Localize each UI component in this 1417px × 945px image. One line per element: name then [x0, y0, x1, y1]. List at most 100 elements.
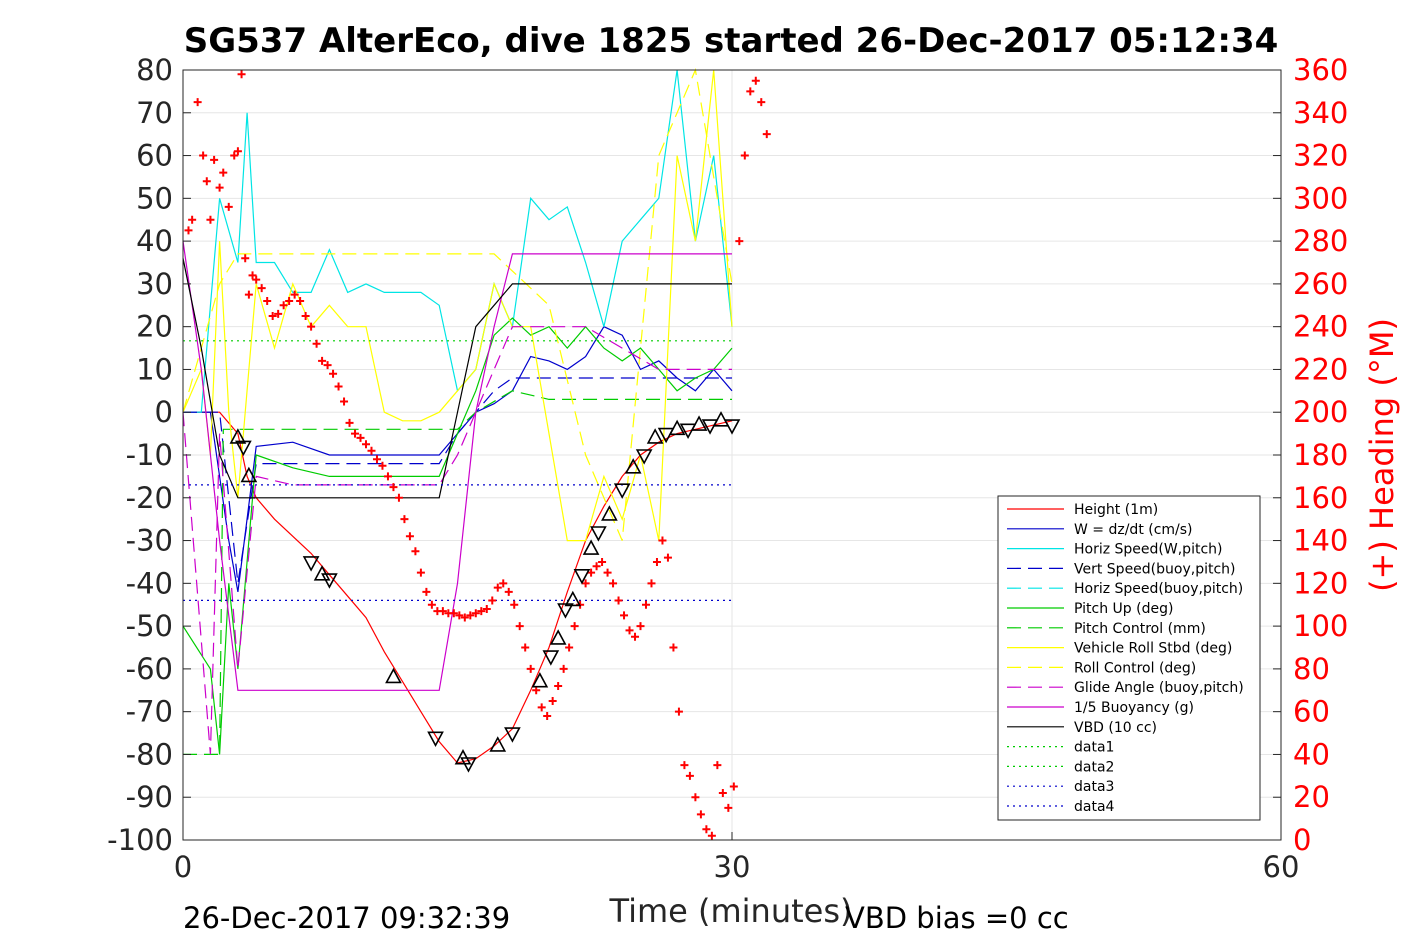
profile-marker: [240, 466, 258, 483]
series-line: [182, 258, 732, 499]
right-tick-label: 340: [1293, 96, 1348, 130]
legend-entry: Horiz Speed(buoy,pitch): [1074, 581, 1243, 597]
x-tick-label: 0: [174, 850, 192, 884]
profile-marker: [573, 568, 591, 585]
heading-point: [206, 215, 215, 224]
heading-point: [351, 429, 360, 438]
heading-point: [548, 696, 557, 705]
heading-point: [631, 632, 640, 641]
legend-entry: data2: [1074, 759, 1114, 775]
left-tick-label: 40: [136, 224, 173, 258]
legend-entry: Pitch Up (deg): [1074, 601, 1173, 617]
left-tick-label: 60: [136, 139, 173, 173]
heading-point: [274, 309, 283, 318]
heading-point: [696, 810, 705, 819]
profile-marker: [624, 458, 642, 474]
left-tick-label: 0: [155, 395, 173, 429]
heading-point: [499, 579, 508, 588]
profile-marker: [235, 440, 252, 457]
left-tick-label: -30: [126, 524, 173, 558]
chart-legend: Height (1m) W = dz/dt (cm/s) Horiz Speed(W…: [997, 495, 1261, 821]
series-line: [182, 69, 733, 542]
heading-point: [543, 711, 552, 720]
left-tick-label: -100: [107, 823, 173, 857]
heading-point: [724, 803, 733, 812]
heading-point: [658, 536, 667, 545]
heading-point: [707, 831, 716, 840]
heading-point: [199, 151, 208, 160]
profile-marker: [549, 629, 567, 645]
heading-point: [565, 643, 574, 652]
series-line: [182, 326, 732, 755]
heading-point: [252, 275, 261, 284]
heading-point: [405, 532, 414, 541]
heading-point: [230, 151, 239, 160]
right-tick-label: 300: [1293, 181, 1348, 215]
legend-entry: W = dz/dt (cm/s): [1074, 522, 1193, 538]
left-tick-label: 10: [136, 352, 173, 386]
profile-marker: [564, 590, 582, 607]
right-tick-label: 40: [1293, 737, 1330, 771]
heading-point: [526, 664, 535, 673]
heading-point: [504, 587, 513, 596]
series-line: [183, 411, 733, 764]
triangle-markers: [229, 411, 741, 773]
legend-entry: Horiz Speed(W,pitch): [1074, 542, 1222, 558]
heading-point: [532, 686, 541, 695]
heading-point: [718, 788, 727, 797]
profile-marker: [489, 736, 507, 752]
legend-entry: Vehicle Roll Stbd (deg): [1074, 641, 1232, 657]
left-tick-label: 30: [136, 267, 173, 301]
heading-markers: [184, 70, 771, 840]
heading-point: [193, 98, 202, 107]
chart-title: SG537 AlterEco, dive 1825 started 26-Dec…: [184, 21, 1279, 61]
heading-point: [202, 177, 211, 186]
legend-entry: VBD (10 cc): [1074, 720, 1157, 736]
profile-marker: [542, 650, 560, 666]
heading-point: [493, 583, 502, 592]
heading-point: [691, 793, 700, 802]
left-tick-label: -50: [126, 609, 173, 643]
left-tick-label: -10: [126, 438, 173, 472]
right-tick-label: 160: [1293, 481, 1348, 515]
right-tick-label: 0: [1293, 823, 1311, 857]
left-tick-label: -40: [126, 566, 173, 600]
heading-point: [372, 455, 381, 464]
heading-point: [237, 70, 246, 79]
heading-point: [674, 707, 683, 716]
right-tick-label: 20: [1293, 780, 1330, 814]
heading-point: [411, 547, 420, 556]
right-tick-label: 360: [1293, 53, 1348, 87]
profile-marker: [590, 526, 607, 542]
series-line: [182, 317, 733, 755]
heading-point: [329, 369, 338, 378]
heading-point: [620, 611, 629, 620]
profile-marker: [302, 556, 320, 572]
heading-point: [184, 226, 193, 235]
heading-point: [680, 761, 689, 770]
heading-point: [345, 418, 354, 427]
heading-point: [702, 825, 711, 834]
left-tick-label: -20: [126, 481, 173, 515]
heading-point: [515, 622, 524, 631]
footer-vbd-bias: VBD bias =0 cc: [845, 901, 1069, 935]
heading-point: [219, 168, 228, 177]
x-tick-label: 60: [1263, 850, 1300, 884]
right-tick-label: 60: [1293, 695, 1330, 729]
left-tick-label: 20: [136, 310, 173, 344]
left-tick-label: -70: [126, 695, 173, 729]
heading-point: [652, 557, 661, 566]
profile-marker: [690, 415, 708, 431]
heading-point: [312, 339, 321, 348]
heading-point: [669, 643, 678, 652]
heading-point: [614, 596, 623, 605]
footer-timestamp: 26-Dec-2017 09:32:39: [183, 901, 510, 935]
heading-point: [290, 290, 299, 299]
heading-point: [449, 609, 458, 618]
heading-point: [334, 382, 343, 391]
heading-point: [296, 297, 305, 305]
left-tick-label: 80: [136, 53, 173, 87]
heading-point: [362, 440, 370, 449]
heading-point: [471, 609, 480, 618]
right-tick-label: 200: [1293, 395, 1348, 429]
